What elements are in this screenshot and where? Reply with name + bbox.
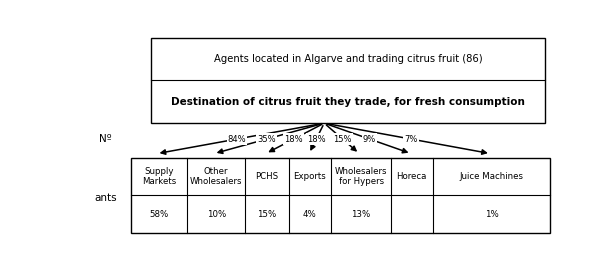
Text: 15%: 15% (333, 135, 352, 144)
Text: 4%: 4% (303, 210, 317, 219)
Text: 35%: 35% (257, 135, 276, 144)
Text: 18%: 18% (307, 135, 325, 144)
Text: 7%: 7% (404, 135, 418, 144)
Text: Wholesalers
for Hypers: Wholesalers for Hypers (335, 167, 387, 186)
Text: Supply
Markets: Supply Markets (142, 167, 176, 186)
Text: PCHS: PCHS (255, 172, 278, 181)
Text: Agents located in Algarve and trading citrus fruit (86): Agents located in Algarve and trading ci… (214, 54, 483, 64)
Bar (131, 158, 550, 233)
Text: 18%: 18% (284, 135, 303, 144)
Text: 10%: 10% (206, 210, 226, 219)
Text: 84%: 84% (228, 135, 246, 144)
Text: 9%: 9% (363, 135, 376, 144)
Text: Juice Machines: Juice Machines (459, 172, 524, 181)
Text: 13%: 13% (351, 210, 371, 219)
Bar (150, 38, 545, 123)
Text: Destination of citrus fruit they trade, for fresh consumption: Destination of citrus fruit they trade, … (171, 97, 525, 107)
Text: 58%: 58% (150, 210, 169, 219)
Text: Other
Wholesalers: Other Wholesalers (190, 167, 243, 186)
Text: Nº: Nº (99, 134, 112, 144)
Text: 1%: 1% (484, 210, 499, 219)
Text: 15%: 15% (257, 210, 276, 219)
Text: ants: ants (94, 193, 117, 203)
Text: Horeca: Horeca (397, 172, 427, 181)
Text: Exports: Exports (293, 172, 326, 181)
